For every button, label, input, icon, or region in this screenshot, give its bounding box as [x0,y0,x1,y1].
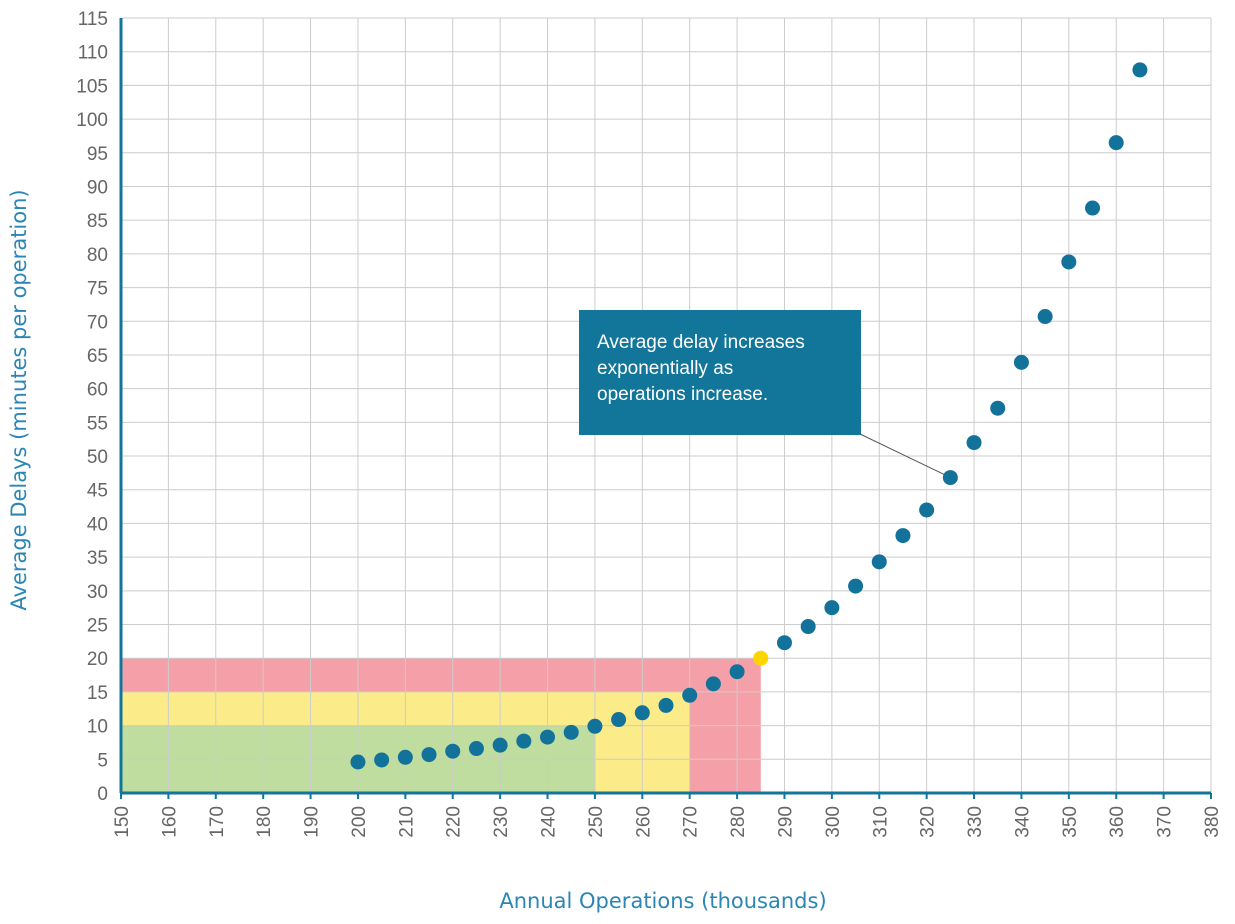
leader-line [857,432,945,476]
x-tick-label: 240 [539,806,560,838]
data-point [421,747,437,763]
annotation-callout: Average delay increases exponentially as… [579,310,861,435]
data-point [1037,309,1053,325]
data-point [1061,254,1077,270]
y-tick-label: 10 [87,717,108,738]
y-tick-label: 100 [76,110,108,131]
x-tick-label: 290 [775,806,796,838]
callout-line-1: Average delay increases [597,332,805,353]
y-tick-label: 20 [87,649,108,670]
data-point [776,635,792,651]
y-tick-label: 85 [87,211,108,232]
y-tick-label: 50 [87,447,108,468]
y-tick-label: 55 [87,413,108,434]
x-tick-label: 370 [1155,806,1176,838]
threshold-point [753,650,769,666]
y-tick-label: 115 [78,9,108,30]
data-point [1108,135,1124,151]
data-point [1132,62,1148,78]
x-tick-label: 250 [586,806,607,838]
data-point [848,578,864,594]
data-point [800,619,816,635]
grid-lines [120,17,1212,794]
y-tick-label: 80 [87,245,108,266]
data-point [871,554,887,570]
y-axis-title: Average Delays (minutes per operation) [7,189,31,610]
y-tick-label: 75 [87,279,108,300]
x-tick-label: 230 [491,806,512,838]
x-tick-label: 270 [681,806,702,838]
data-point [729,664,745,680]
callout-line-3: operations increase. [597,384,769,405]
x-tick-label: 360 [1107,806,1128,838]
data-point [540,729,556,745]
data-point [682,687,698,703]
y-tick-label: 5 [97,750,108,771]
data-point [611,712,627,728]
callout-leader-line [857,432,945,476]
data-point [563,724,579,740]
data-point [1013,354,1029,370]
x-tick-label: 340 [1012,806,1033,838]
y-tick-label: 45 [87,481,108,502]
y-tick-label: 0 [97,784,108,805]
data-point [397,749,413,765]
x-tick-label: 330 [965,806,986,838]
data-point [966,435,982,451]
x-tick-label: 260 [633,806,654,838]
callout-line-2: exponentially as [597,358,734,379]
data-point [658,697,674,713]
data-point [374,752,390,768]
y-tick-label: 110 [78,43,108,64]
data-point [350,754,366,770]
data-points [350,62,1148,770]
x-tick-label: 310 [870,806,891,838]
x-tick-label: 170 [207,806,228,838]
data-point [516,733,532,749]
y-tick-label: 15 [87,683,108,704]
data-point [824,600,840,616]
x-tick-label: 200 [349,806,370,838]
x-tick-label: 280 [728,806,749,838]
data-point [895,528,911,544]
x-tick-label: 350 [1060,806,1081,838]
y-tick-label: 65 [87,346,108,367]
y-tick-label: 30 [87,582,108,603]
x-tick-labels: 150 160 170 180 190 200 210 220 230 240 250 260 270 2… [112,806,1223,838]
data-point [705,676,721,692]
y-tick-label: 60 [87,380,108,401]
y-tick-label: 40 [87,514,108,535]
x-tick-label: 210 [396,806,417,838]
data-point [1085,200,1101,216]
x-tick-label: 160 [159,806,180,838]
data-point [587,718,603,734]
y-tick-label: 35 [87,548,108,569]
x-tick-label: 320 [918,806,939,838]
x-tick-label: 300 [823,806,844,838]
data-point [990,400,1006,416]
data-point [445,743,461,759]
data-point [942,470,958,486]
x-tick-label: 190 [302,806,323,838]
x-axis-title: Annual Operations (thousands) [499,889,826,913]
data-point [468,741,484,757]
y-tick-label: 70 [87,312,108,333]
x-tick-label: 380 [1202,806,1223,838]
axes [119,18,1212,799]
y-tick-label: 90 [87,177,108,198]
x-tick-label: 180 [254,806,275,838]
x-tick-label: 220 [444,806,465,838]
data-point [492,737,508,753]
y-tick-label: 25 [87,616,108,637]
y-tick-labels: 0 5 10 15 20 25 30 35 40 45 50 55 60 65 70 75 80 85 90 95 10… [76,9,108,805]
data-point [634,705,650,721]
x-tick-label: 150 [112,806,133,838]
y-tick-label: 95 [87,144,108,165]
y-tick-label: 105 [76,76,108,97]
data-point [919,502,935,518]
